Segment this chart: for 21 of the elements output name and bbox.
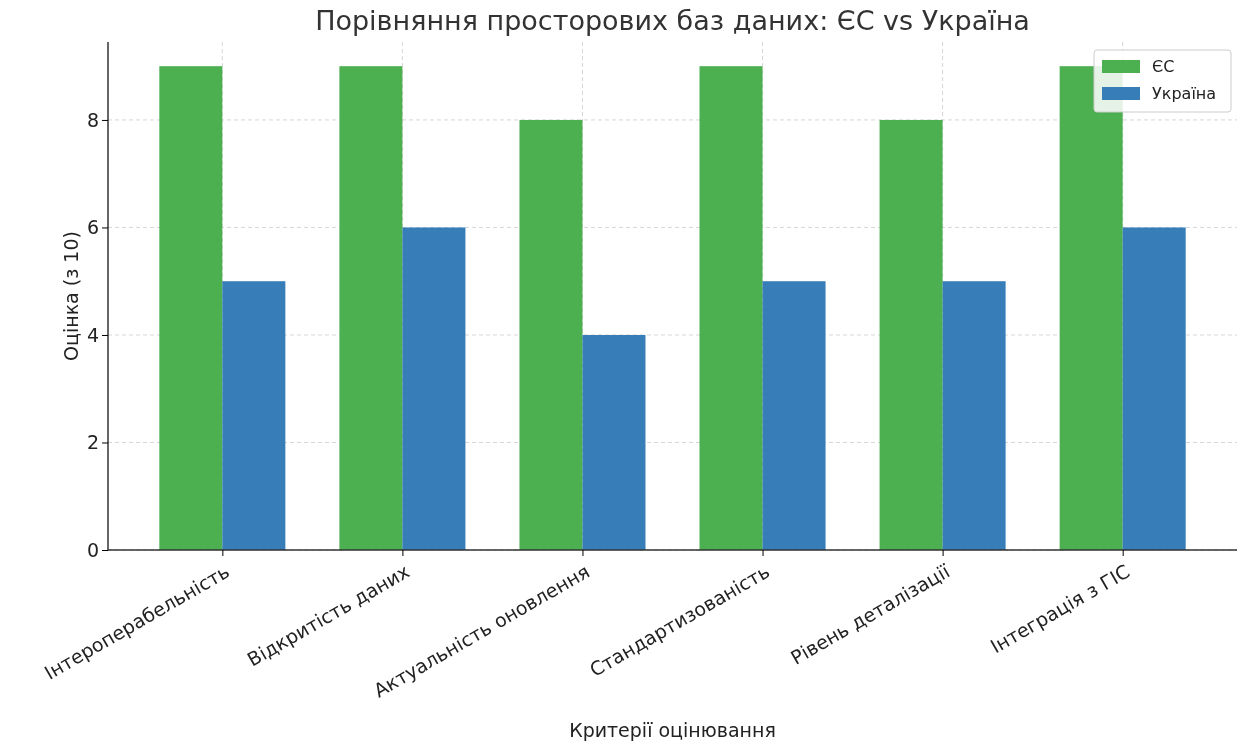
legend-label: Україна bbox=[1152, 84, 1217, 103]
bar bbox=[1122, 227, 1186, 550]
bar bbox=[582, 334, 646, 550]
chart-title: Порівняння просторових баз даних: ЄС vs Україна bbox=[315, 5, 1030, 36]
bar bbox=[699, 66, 763, 550]
bar bbox=[402, 227, 466, 550]
y-tick-label: 6 bbox=[86, 216, 99, 239]
legend-label: ЄС bbox=[1152, 57, 1175, 76]
y-tick-label: 4 bbox=[86, 323, 99, 346]
y-tick-label: 8 bbox=[86, 108, 99, 131]
y-tick-label: 2 bbox=[86, 431, 99, 454]
y-axis-title: Оцінка (з 10) bbox=[60, 231, 82, 361]
x-axis-title: Критерії оцінювання bbox=[569, 719, 776, 741]
bar bbox=[762, 281, 826, 550]
bar bbox=[159, 66, 223, 550]
bar bbox=[519, 119, 583, 550]
y-tick-label: 0 bbox=[86, 538, 99, 561]
bar bbox=[879, 119, 943, 550]
bar bbox=[942, 281, 1006, 550]
bar bbox=[222, 281, 286, 550]
bar bbox=[339, 66, 403, 550]
